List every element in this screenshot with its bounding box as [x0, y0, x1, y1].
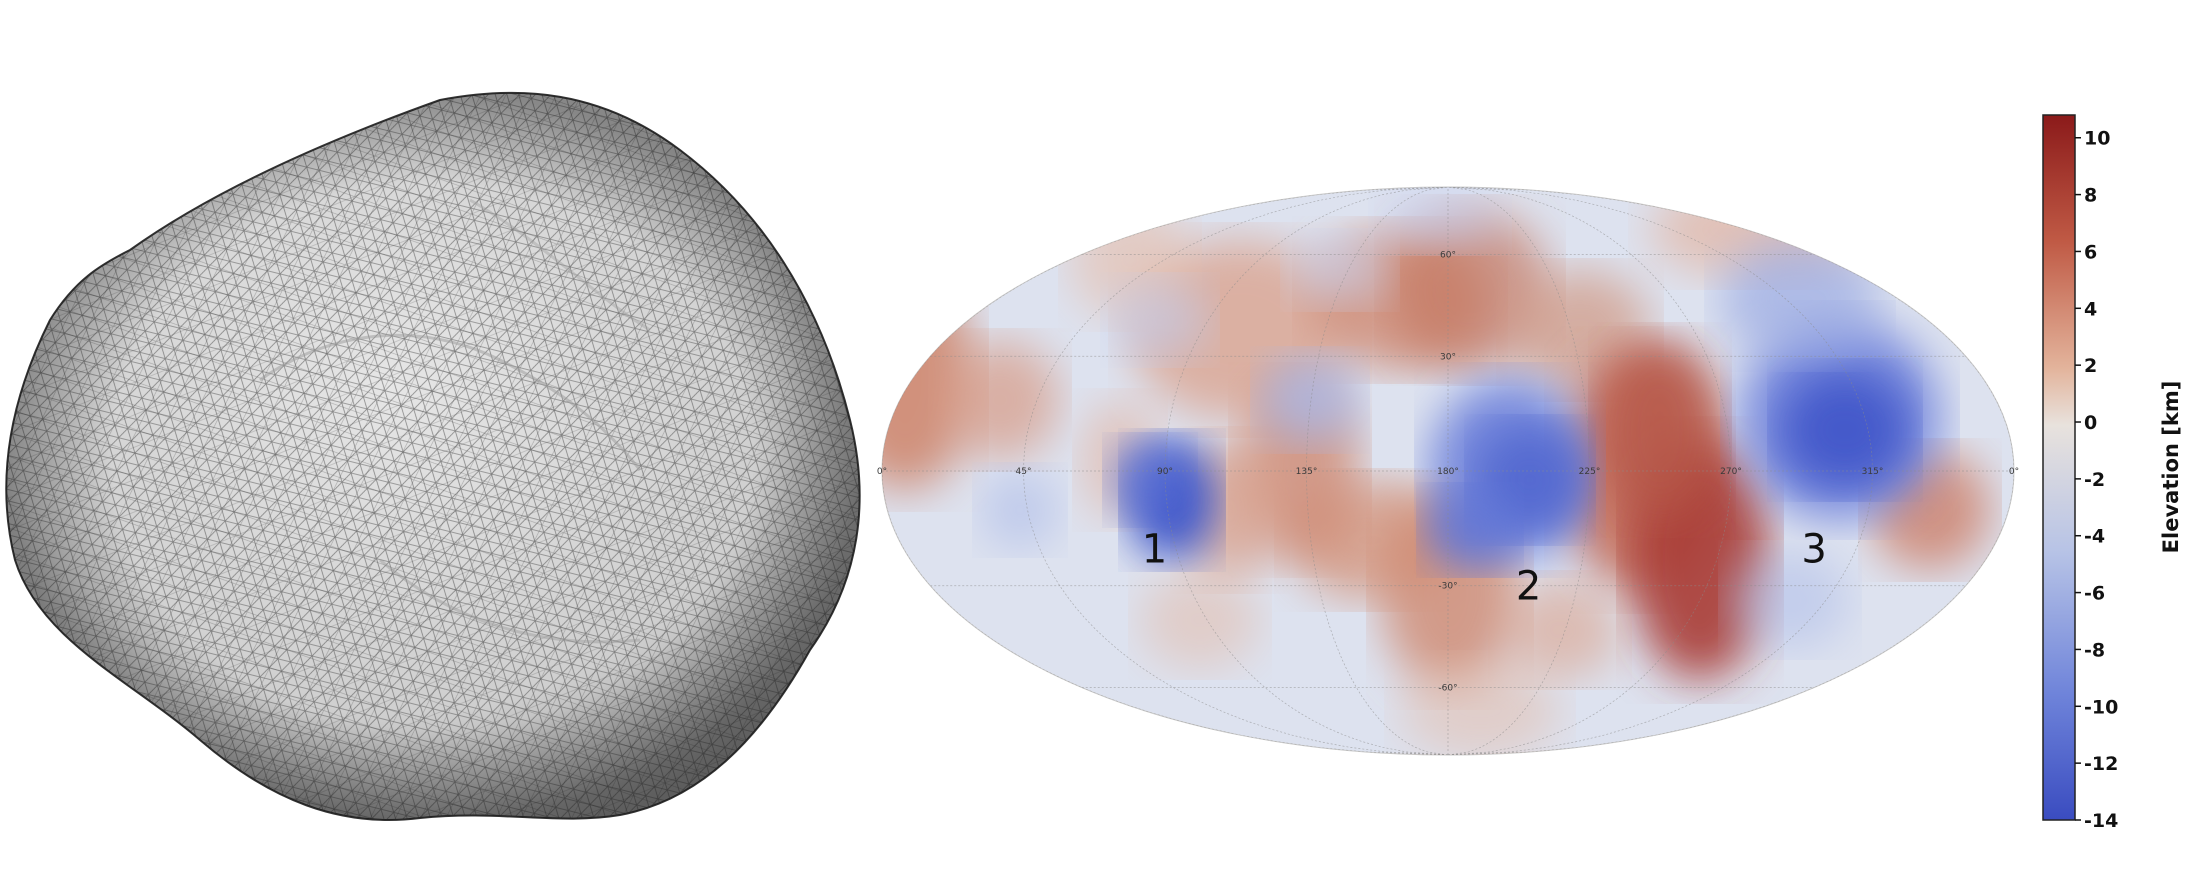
elevation-blob [1730, 550, 1850, 650]
longitude-tick-label: 90° [1157, 467, 1173, 477]
longitude-tick-label: 135° [1296, 467, 1318, 477]
longitude-tick-label: 270° [1720, 467, 1742, 477]
region-label-2: 2 [1516, 564, 1541, 610]
meridian-line [1306, 187, 1449, 755]
colorbar-tick-label: 4 [2084, 298, 2097, 320]
colorbar: 10 8 6 4 2 0 -2 -4 -6 -8 -10 -12 -14 Elevation [km] [2042, 114, 2183, 832]
longitude-tick-label: 45° [1016, 467, 1032, 477]
elevation-blob [1260, 355, 1360, 445]
elevation-blob [1780, 370, 1910, 490]
colorbar-tick-label: 10 [2084, 128, 2110, 150]
colorbar-title: Elevation [km] [2159, 381, 2183, 554]
elevation-blob [1140, 570, 1260, 670]
latitude-tick-label: -30° [1438, 582, 1457, 592]
colorbar-tick-label: -2 [2084, 469, 2105, 491]
meridian-line [882, 187, 1449, 755]
latitude-tick-label: -60° [1438, 684, 1457, 694]
elevation-blob [1425, 490, 1515, 570]
elevation-blob [1400, 660, 1560, 755]
colorbar-tick-label: -14 [2084, 810, 2118, 832]
elevation-map: 0° 45° 90° 135° 180° 225° 270° 315° 0° 60° 30° -30°… [877, 186, 2019, 756]
region-labels: 1 2 3 [1142, 526, 1827, 609]
elevation-blob [1290, 235, 1390, 305]
meridian-line [1447, 187, 2014, 755]
elevation-blob [940, 340, 1060, 460]
colorbar-ticks: 10 8 6 4 2 0 -2 -4 -6 -8 -10 -12 -14 [2075, 128, 2118, 832]
colorbar-tick-label: 2 [2084, 355, 2097, 377]
meridian-line [1164, 187, 1449, 755]
colorbar-tick-label: -6 [2084, 583, 2105, 605]
colorbar-tick-label: -8 [2084, 639, 2105, 661]
latitude-tick-label: 30° [1440, 352, 1456, 362]
colorbar-tick-label: 6 [2084, 241, 2097, 263]
asteroid-shape-model [5, 91, 861, 821]
elevation-field [882, 187, 1990, 755]
elevation-blob [1720, 240, 1880, 360]
colorbar-tick-label: -10 [2084, 696, 2118, 718]
elevation-blob [1380, 190, 1500, 250]
elevation-blob [980, 470, 1060, 550]
longitude-tick-label: 180° [1437, 467, 1459, 477]
elevation-blob [1500, 580, 1620, 680]
longitude-tick-label: 315° [1862, 467, 1884, 477]
colorbar-tick-label: -4 [2084, 526, 2105, 548]
latitude-tick-label: 60° [1440, 250, 1456, 260]
colorbar-tick-label: -12 [2084, 753, 2118, 775]
region-label-3: 3 [1801, 526, 1826, 572]
elevation-blob [1110, 440, 1190, 520]
longitude-tick-label: 0° [2009, 467, 2019, 477]
colorbar-tick-label: 0 [2084, 412, 2097, 434]
colorbar-tick-label: 8 [2084, 185, 2097, 207]
colorbar-gradient [2042, 114, 2076, 821]
longitude-tick-label: 225° [1579, 467, 1601, 477]
region-label-1: 1 [1142, 526, 1167, 572]
elevation-blob [1110, 280, 1210, 360]
longitude-tick-label: 0° [877, 467, 887, 477]
map-tick-labels: 0° 45° 90° 135° 180° 225° 270° 315° 0° 60° 30° -30°… [877, 250, 2019, 693]
elevation-blob [1600, 340, 1720, 520]
graticule [882, 187, 2014, 755]
